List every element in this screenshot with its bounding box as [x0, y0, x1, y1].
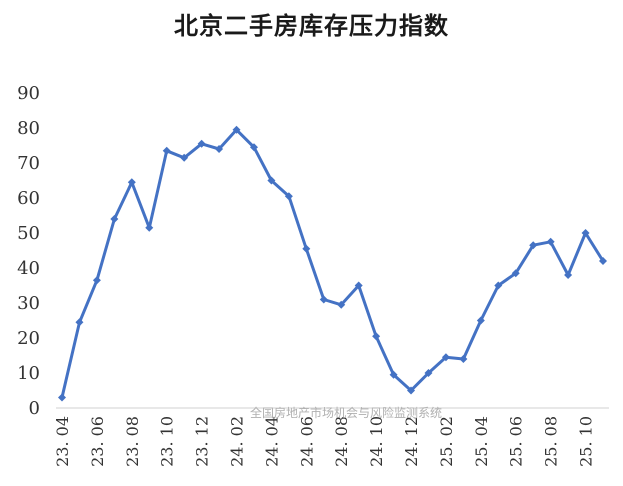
- data-point: [249, 143, 258, 152]
- data-point: [197, 139, 206, 148]
- data-point: [232, 125, 241, 134]
- data-point: [180, 153, 189, 162]
- data-point: [58, 393, 66, 402]
- x-tick-label: 25. 10: [577, 416, 596, 467]
- data-point: [162, 146, 171, 155]
- data-point: [459, 355, 468, 363]
- data-point: [476, 316, 485, 325]
- y-tick-label: 70: [17, 153, 40, 174]
- x-tick-label: 24. 06: [297, 416, 316, 467]
- x-tick-label: 23. 08: [123, 416, 142, 467]
- data-point: [529, 241, 538, 250]
- y-tick-label: 80: [17, 118, 40, 139]
- y-tick-label: 0: [29, 398, 40, 419]
- y-tick-label: 30: [17, 293, 40, 314]
- x-tick-label: 25. 04: [472, 416, 491, 467]
- x-tick-label: 24. 10: [367, 416, 386, 467]
- data-point: [215, 145, 224, 153]
- x-tick-label: 23. 04: [53, 416, 72, 467]
- data-point: [424, 369, 433, 377]
- chart-title: 北京二手房库存压力指数: [174, 12, 449, 40]
- data-point: [284, 192, 293, 201]
- data-point: [389, 370, 398, 379]
- data-point: [511, 269, 520, 278]
- data-point: [407, 386, 416, 395]
- y-tick-label: 60: [17, 188, 40, 209]
- data-point: [145, 223, 154, 232]
- x-tick-label: 24. 12: [402, 416, 421, 467]
- watermark-text: 全国房地产市场机会与风险监测系统: [250, 405, 442, 420]
- data-point: [441, 353, 450, 362]
- data-point: [319, 295, 328, 304]
- x-tick-label: 23. 12: [193, 416, 212, 467]
- y-tick-label: 10: [17, 363, 40, 384]
- x-tick-label: 23. 10: [158, 416, 177, 467]
- data-point: [267, 176, 276, 185]
- data-point: [546, 237, 555, 246]
- x-tick-label: 24. 04: [262, 416, 281, 467]
- x-tick-label: 24. 08: [332, 416, 351, 467]
- data-point: [599, 257, 607, 265]
- x-tick-label: 25. 08: [542, 416, 561, 467]
- series-line: [60, 128, 605, 398]
- data-point: [302, 244, 311, 253]
- x-tick-label: 23. 06: [88, 416, 107, 467]
- data-point: [372, 332, 381, 341]
- y-tick-label: 90: [17, 83, 40, 104]
- data-point: [337, 300, 346, 309]
- data-point: [127, 178, 136, 187]
- y-tick-label: 40: [17, 258, 40, 279]
- x-tick-label: 24. 02: [228, 416, 247, 467]
- data-point: [354, 281, 363, 290]
- data-point: [581, 229, 590, 237]
- y-tick-label: 50: [17, 223, 40, 244]
- y-tick-label: 20: [17, 328, 40, 349]
- data-point: [92, 276, 101, 285]
- x-tick-label: 25. 02: [437, 416, 456, 467]
- x-tick-label: 25. 06: [507, 416, 526, 467]
- data-point: [75, 318, 84, 327]
- data-point: [494, 281, 503, 290]
- data-point: [564, 271, 573, 279]
- data-point: [110, 215, 119, 223]
